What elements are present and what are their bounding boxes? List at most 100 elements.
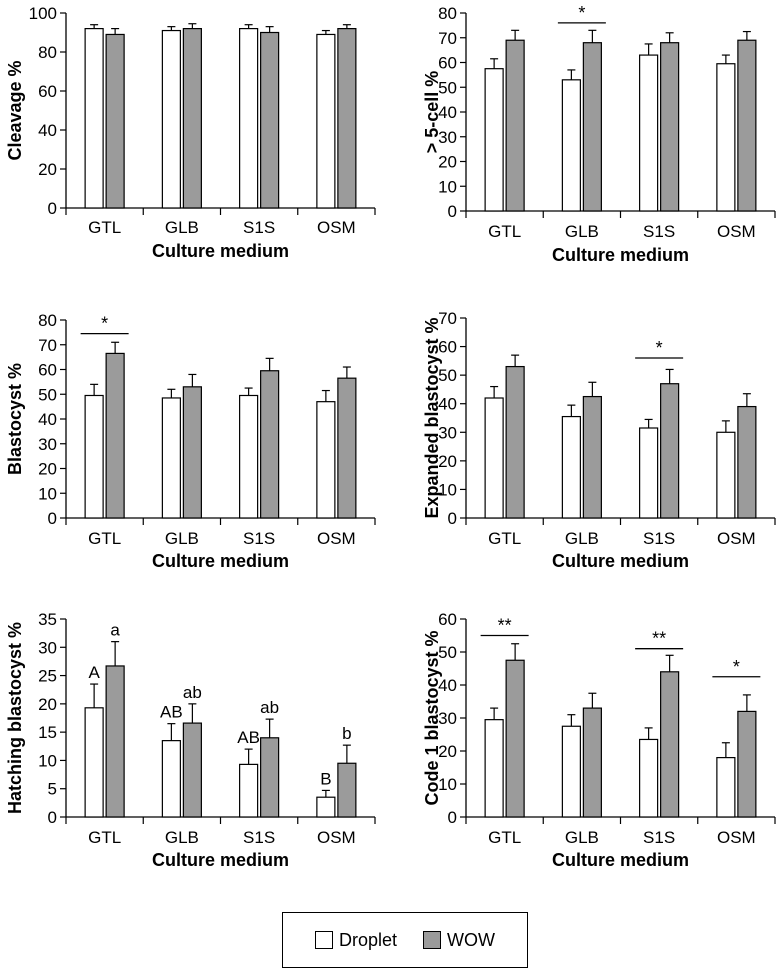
expanded-blastocyst-chart: 0 10 20 30 40 50 60 70 GTL GLB S1S OSM * Culture medi…: [422, 309, 776, 571]
y-axis-title: Expanded blastocyst %: [422, 317, 442, 518]
x-tick-label: GTL: [488, 828, 521, 847]
bar-droplet-osm: [316, 401, 336, 519]
y-tick-label: 100: [29, 4, 57, 23]
bar-droplet-glb: [561, 79, 581, 212]
bar-wow-gtl: [505, 659, 525, 818]
x-tick-label: GLB: [565, 828, 599, 847]
y-tick-label: 0: [48, 808, 57, 827]
y-tick-label: 20: [438, 452, 457, 471]
bar-droplet-gtl: [484, 719, 504, 818]
bar-droplet-glb: [561, 725, 581, 818]
five-cell-chart: 0 10 20 30 40 50 60 70 80 GTL GLB S1S OSM * Culture me…: [422, 3, 776, 265]
significance-label: **: [498, 616, 512, 636]
x-tick-label: GTL: [488, 529, 521, 548]
x-tick-label: S1S: [643, 828, 675, 847]
y-tick-label: 40: [438, 676, 457, 695]
legend-label-wow: WOW: [447, 929, 495, 950]
x-tick-label: OSM: [717, 828, 756, 847]
bar-letter-label: AB: [237, 728, 260, 747]
bar-letter-label: A: [88, 663, 100, 682]
y-tick-label: 50: [438, 366, 457, 385]
y-tick-label: 60: [438, 338, 457, 357]
bar-wow-gtl: [105, 352, 125, 519]
bar-wow-gtl: [105, 33, 125, 209]
x-tick-label: S1S: [643, 222, 675, 241]
x-axis-title: Culture medium: [152, 551, 289, 571]
bar-wow-osm: [737, 710, 757, 818]
bar-wow-s1s: [660, 383, 680, 519]
y-tick-label: 20: [38, 160, 57, 179]
y-tick-label: 40: [438, 103, 457, 122]
legend-label-droplet: Droplet: [338, 929, 398, 950]
y-axis-title: Cleavage %: [5, 60, 25, 160]
y-tick-label: 0: [48, 509, 57, 528]
x-tick-label: GTL: [88, 529, 121, 548]
significance-label: *: [101, 314, 108, 334]
x-tick-label: GLB: [565, 529, 599, 548]
bar-wow-glb: [182, 28, 202, 209]
bar-letter-label: b: [342, 724, 351, 743]
y-tick-label: 25: [38, 667, 57, 686]
y-tick-label: 60: [38, 361, 57, 380]
significance-label: *: [733, 657, 740, 677]
bar-wow-glb: [582, 395, 602, 519]
bar-wow-osm: [337, 28, 357, 209]
x-tick-label: GLB: [165, 218, 199, 237]
y-tick-label: 80: [38, 311, 57, 330]
x-tick-label: OSM: [317, 529, 356, 548]
bar-droplet-glb: [161, 29, 181, 209]
y-axis-title: Blastocyst %: [5, 363, 25, 475]
y-tick-label: 20: [438, 153, 457, 172]
bar-letter-label: a: [110, 621, 120, 640]
bar-wow-glb: [182, 722, 202, 818]
bar-wow-s1s: [260, 31, 280, 209]
bar-droplet-s1s: [639, 427, 659, 519]
y-tick-label: 70: [438, 29, 457, 48]
x-tick-label: S1S: [243, 218, 275, 237]
significance-label: *: [578, 3, 585, 23]
y-tick-label: 60: [38, 82, 57, 101]
y-tick-label: 50: [438, 78, 457, 97]
bar-letter-label: B: [320, 769, 331, 788]
y-tick-label: 20: [38, 460, 57, 479]
bar-wow-glb: [182, 386, 202, 519]
bar-wow-s1s: [260, 370, 280, 519]
bar-droplet-osm: [716, 431, 736, 519]
x-tick-label: GTL: [88, 218, 121, 237]
bar-wow-osm: [337, 762, 357, 818]
y-tick-label: 70: [438, 309, 457, 328]
bar-droplet-gtl: [84, 394, 104, 519]
y-tick-label: 0: [448, 202, 457, 221]
bar-wow-gtl: [505, 365, 525, 519]
bar-wow-osm: [737, 405, 757, 519]
x-tick-label: GTL: [488, 222, 521, 241]
significance-label: **: [652, 629, 666, 649]
y-tick-label: 30: [38, 435, 57, 454]
x-tick-label: GLB: [165, 828, 199, 847]
bar-droplet-glb: [161, 740, 181, 818]
x-tick-label: OSM: [317, 828, 356, 847]
x-axis-title: Culture medium: [552, 245, 689, 265]
y-tick-label: 0: [448, 808, 457, 827]
x-tick-label: GTL: [88, 828, 121, 847]
y-tick-label: 10: [38, 751, 57, 770]
bar-droplet-osm: [716, 756, 736, 818]
x-axis-title: Culture medium: [552, 551, 689, 571]
bar-droplet-gtl: [484, 68, 504, 212]
y-tick-label: 5: [48, 780, 57, 799]
y-tick-label: 40: [38, 121, 57, 140]
y-tick-label: 80: [438, 4, 457, 23]
significance-label: *: [656, 338, 663, 358]
bar-wow-osm: [737, 39, 757, 212]
y-tick-label: 35: [38, 610, 57, 629]
bar-wow-s1s: [260, 737, 280, 818]
blastocyst-chart: 0 10 20 30 40 50 60 70 80 GTL GLB S1S OSM * Culture me…: [5, 311, 376, 571]
x-tick-label: S1S: [643, 529, 675, 548]
y-tick-label: 70: [38, 336, 57, 355]
y-tick-label: 50: [38, 385, 57, 404]
x-tick-label: S1S: [243, 828, 275, 847]
bar-letter-label: ab: [260, 698, 279, 717]
